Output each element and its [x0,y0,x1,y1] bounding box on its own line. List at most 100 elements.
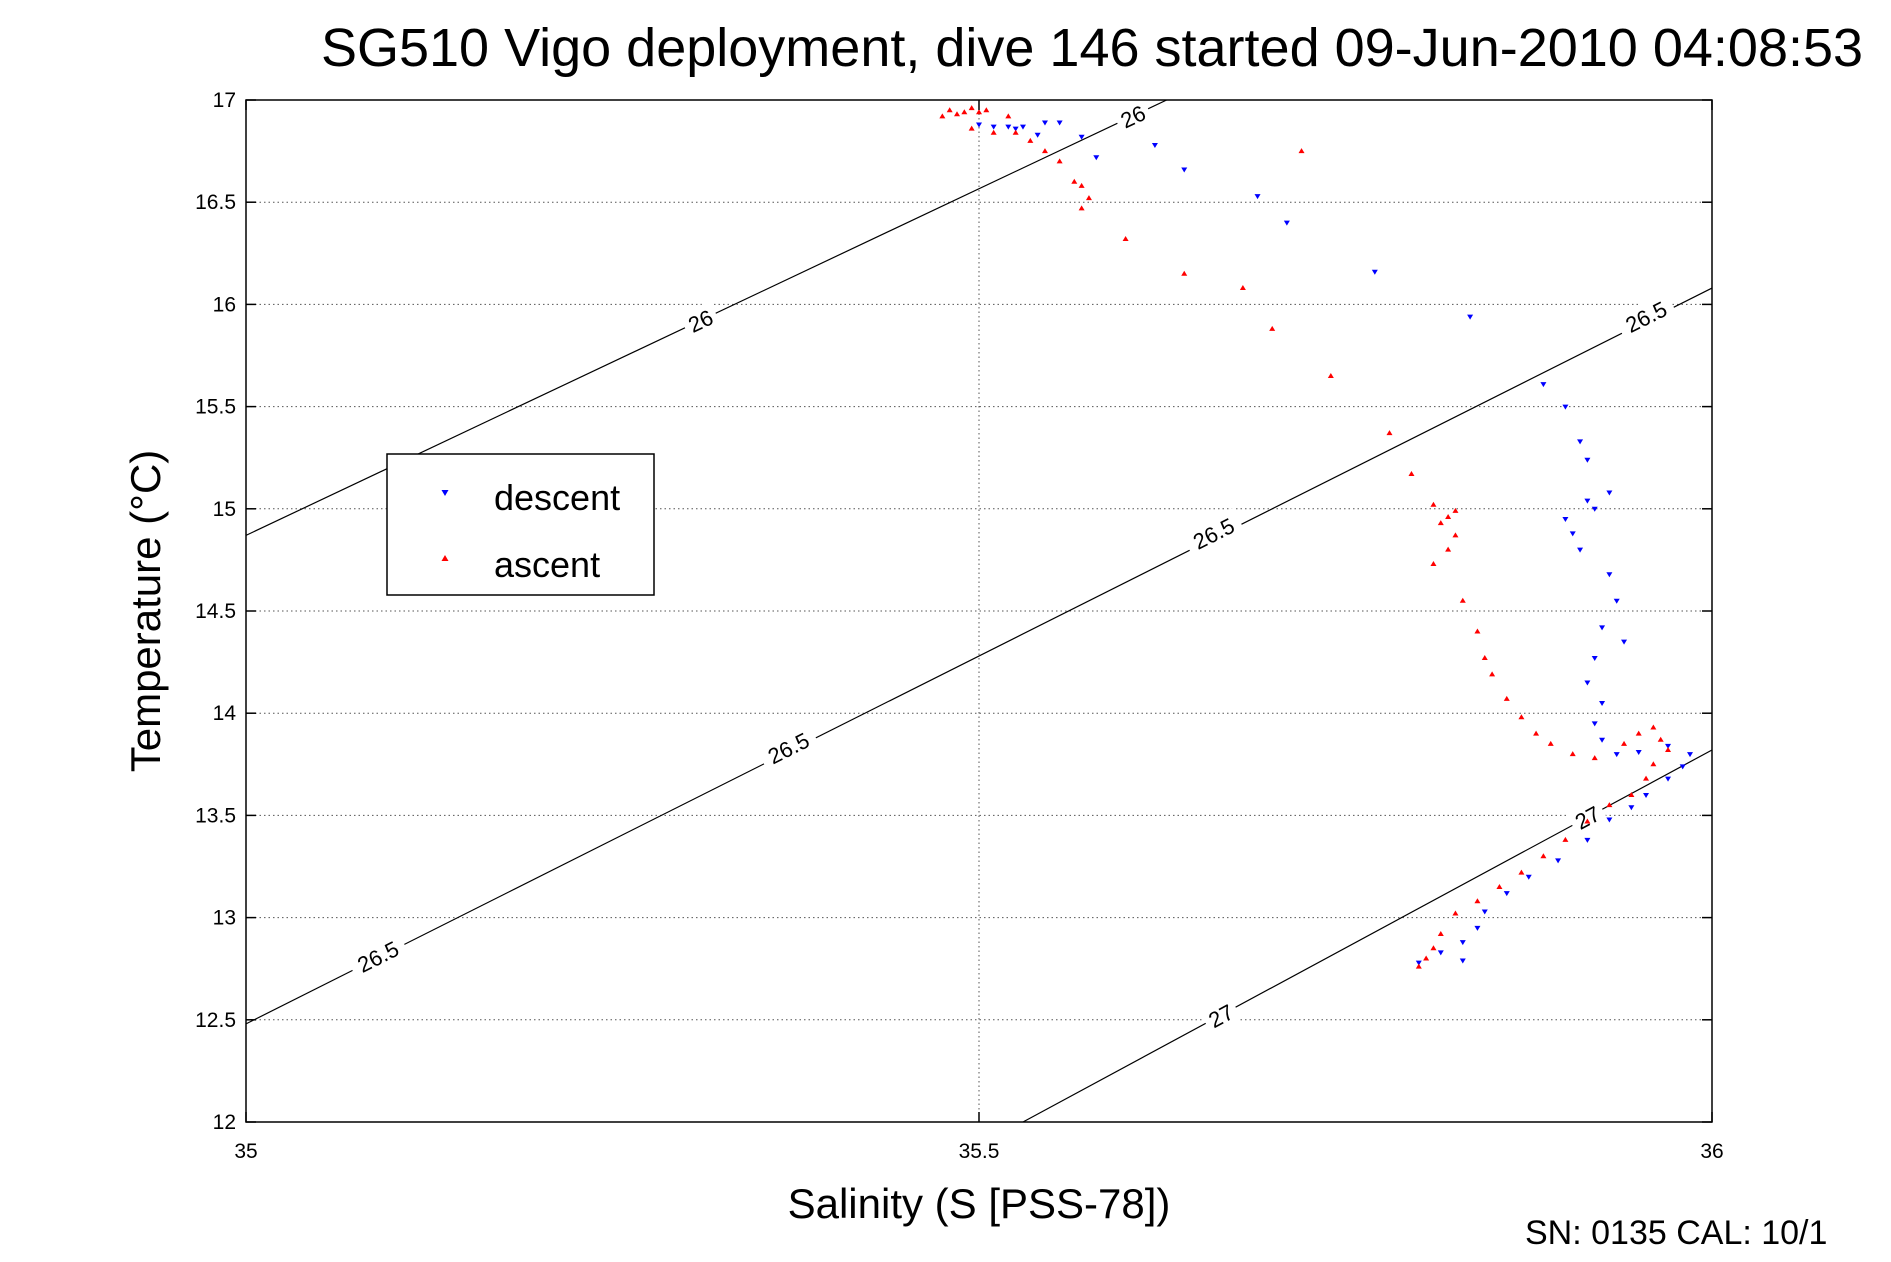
ascent-point [983,107,990,113]
legend: descent ascent [386,453,655,596]
ascent-point [1445,513,1452,519]
x-tick-label: 36 [1700,1140,1723,1163]
ascent-point [1606,802,1613,808]
descent-point [1093,155,1100,161]
descent-point [1621,639,1628,645]
descent-point [1687,752,1694,758]
descent-point [1540,382,1547,388]
ascent-point [1027,137,1034,143]
descent-point [1665,776,1672,782]
ascent-point [1452,532,1459,538]
descent-point [1503,891,1510,897]
ascent-point [1665,746,1672,752]
ascent-point [1569,751,1576,757]
descent-point [1606,490,1613,496]
ascent-point [1298,148,1305,154]
ascent-point [1657,736,1664,742]
descent-point [1005,124,1012,130]
descent-point [1665,743,1672,749]
ascent-point [1122,235,1129,241]
descent-point [1034,132,1041,138]
descent-point [1481,909,1488,915]
ascent-point [1078,205,1085,211]
y-tick-label: 14 [213,702,237,725]
ascent-point [1437,520,1444,526]
descent-point [1562,404,1569,410]
ascent-point [1430,560,1437,566]
ascent-point [1503,695,1510,701]
legend-box [386,453,655,596]
y-tick-label: 13 [213,907,236,930]
descent-point [1437,950,1444,956]
descent-point [1151,142,1158,148]
ascent-point [1489,671,1496,677]
ascent-point [1071,178,1078,184]
ascent-point [1540,853,1547,859]
ascent-point [1452,507,1459,513]
y-tick-label: 14.5 [195,600,236,623]
descent-point [1254,194,1261,200]
descent-point [1599,700,1606,706]
ascent-point [1621,740,1628,746]
descent-point [1078,134,1085,140]
ascent-point [1430,945,1437,951]
ascent-point [1056,158,1063,164]
contour-label-mask [1199,995,1242,1035]
ascent-point [968,125,975,131]
ascent-point [1533,730,1540,736]
ascent-point [1386,430,1393,436]
descent-point [1283,220,1290,226]
ascent-point [1005,113,1012,119]
ascent-point [1635,730,1642,736]
y-tick-label: 16 [213,293,236,316]
descent-point [1467,314,1474,320]
descent-point [1643,792,1650,798]
ascent-point [1408,471,1415,477]
ascent-point [1269,325,1276,331]
legend-ascent-marker [441,555,449,561]
descent-point [1525,874,1532,880]
descent-point [1679,764,1686,770]
descent-point [1599,625,1606,631]
descent-point [1584,498,1591,504]
descent-point [1569,531,1576,537]
ascent-point [1445,546,1452,552]
ascent-point [1452,910,1459,916]
descent-point [1012,126,1019,132]
ascent-point [961,109,968,115]
ascent-point [1078,182,1085,188]
x-tick-label: 35.5 [959,1140,1000,1163]
descent-point [1599,737,1606,743]
ascent-point [946,107,953,113]
descent-point [1635,750,1642,756]
contour-label-mask [1613,291,1678,341]
descent-point [1591,721,1598,727]
descent-point [1459,958,1466,964]
ascent-point [1423,955,1430,961]
contour-label-mask [345,930,410,981]
ascent-point [1459,597,1466,603]
contour-label-mask [1181,507,1245,558]
ascent-point [968,105,975,111]
serial-calibration-text: SN: 0135 CAL: 10/1 [1525,1214,1827,1252]
ascent-point [1650,724,1657,730]
ascent-point [1518,869,1525,875]
ascent-point [1474,628,1481,634]
descent-point [1056,120,1063,126]
ascent-point [976,109,982,115]
ascent-point [1474,898,1481,904]
ascent-point [1650,761,1657,767]
ascent-point [939,113,946,119]
data-points [939,105,1694,969]
descent-point [976,122,982,128]
ascent-point [1496,883,1503,889]
x-axis-label: Salinity (S [PSS-78]) [788,1180,1171,1227]
y-tick-label: 15.5 [195,396,236,419]
ascent-point [990,129,997,135]
ascent-point [1012,129,1019,135]
y-tick-label: 13.5 [195,804,236,827]
ascent-point [1041,148,1048,154]
y-tick-label: 12.5 [195,1009,236,1032]
descent-point [1415,960,1422,966]
